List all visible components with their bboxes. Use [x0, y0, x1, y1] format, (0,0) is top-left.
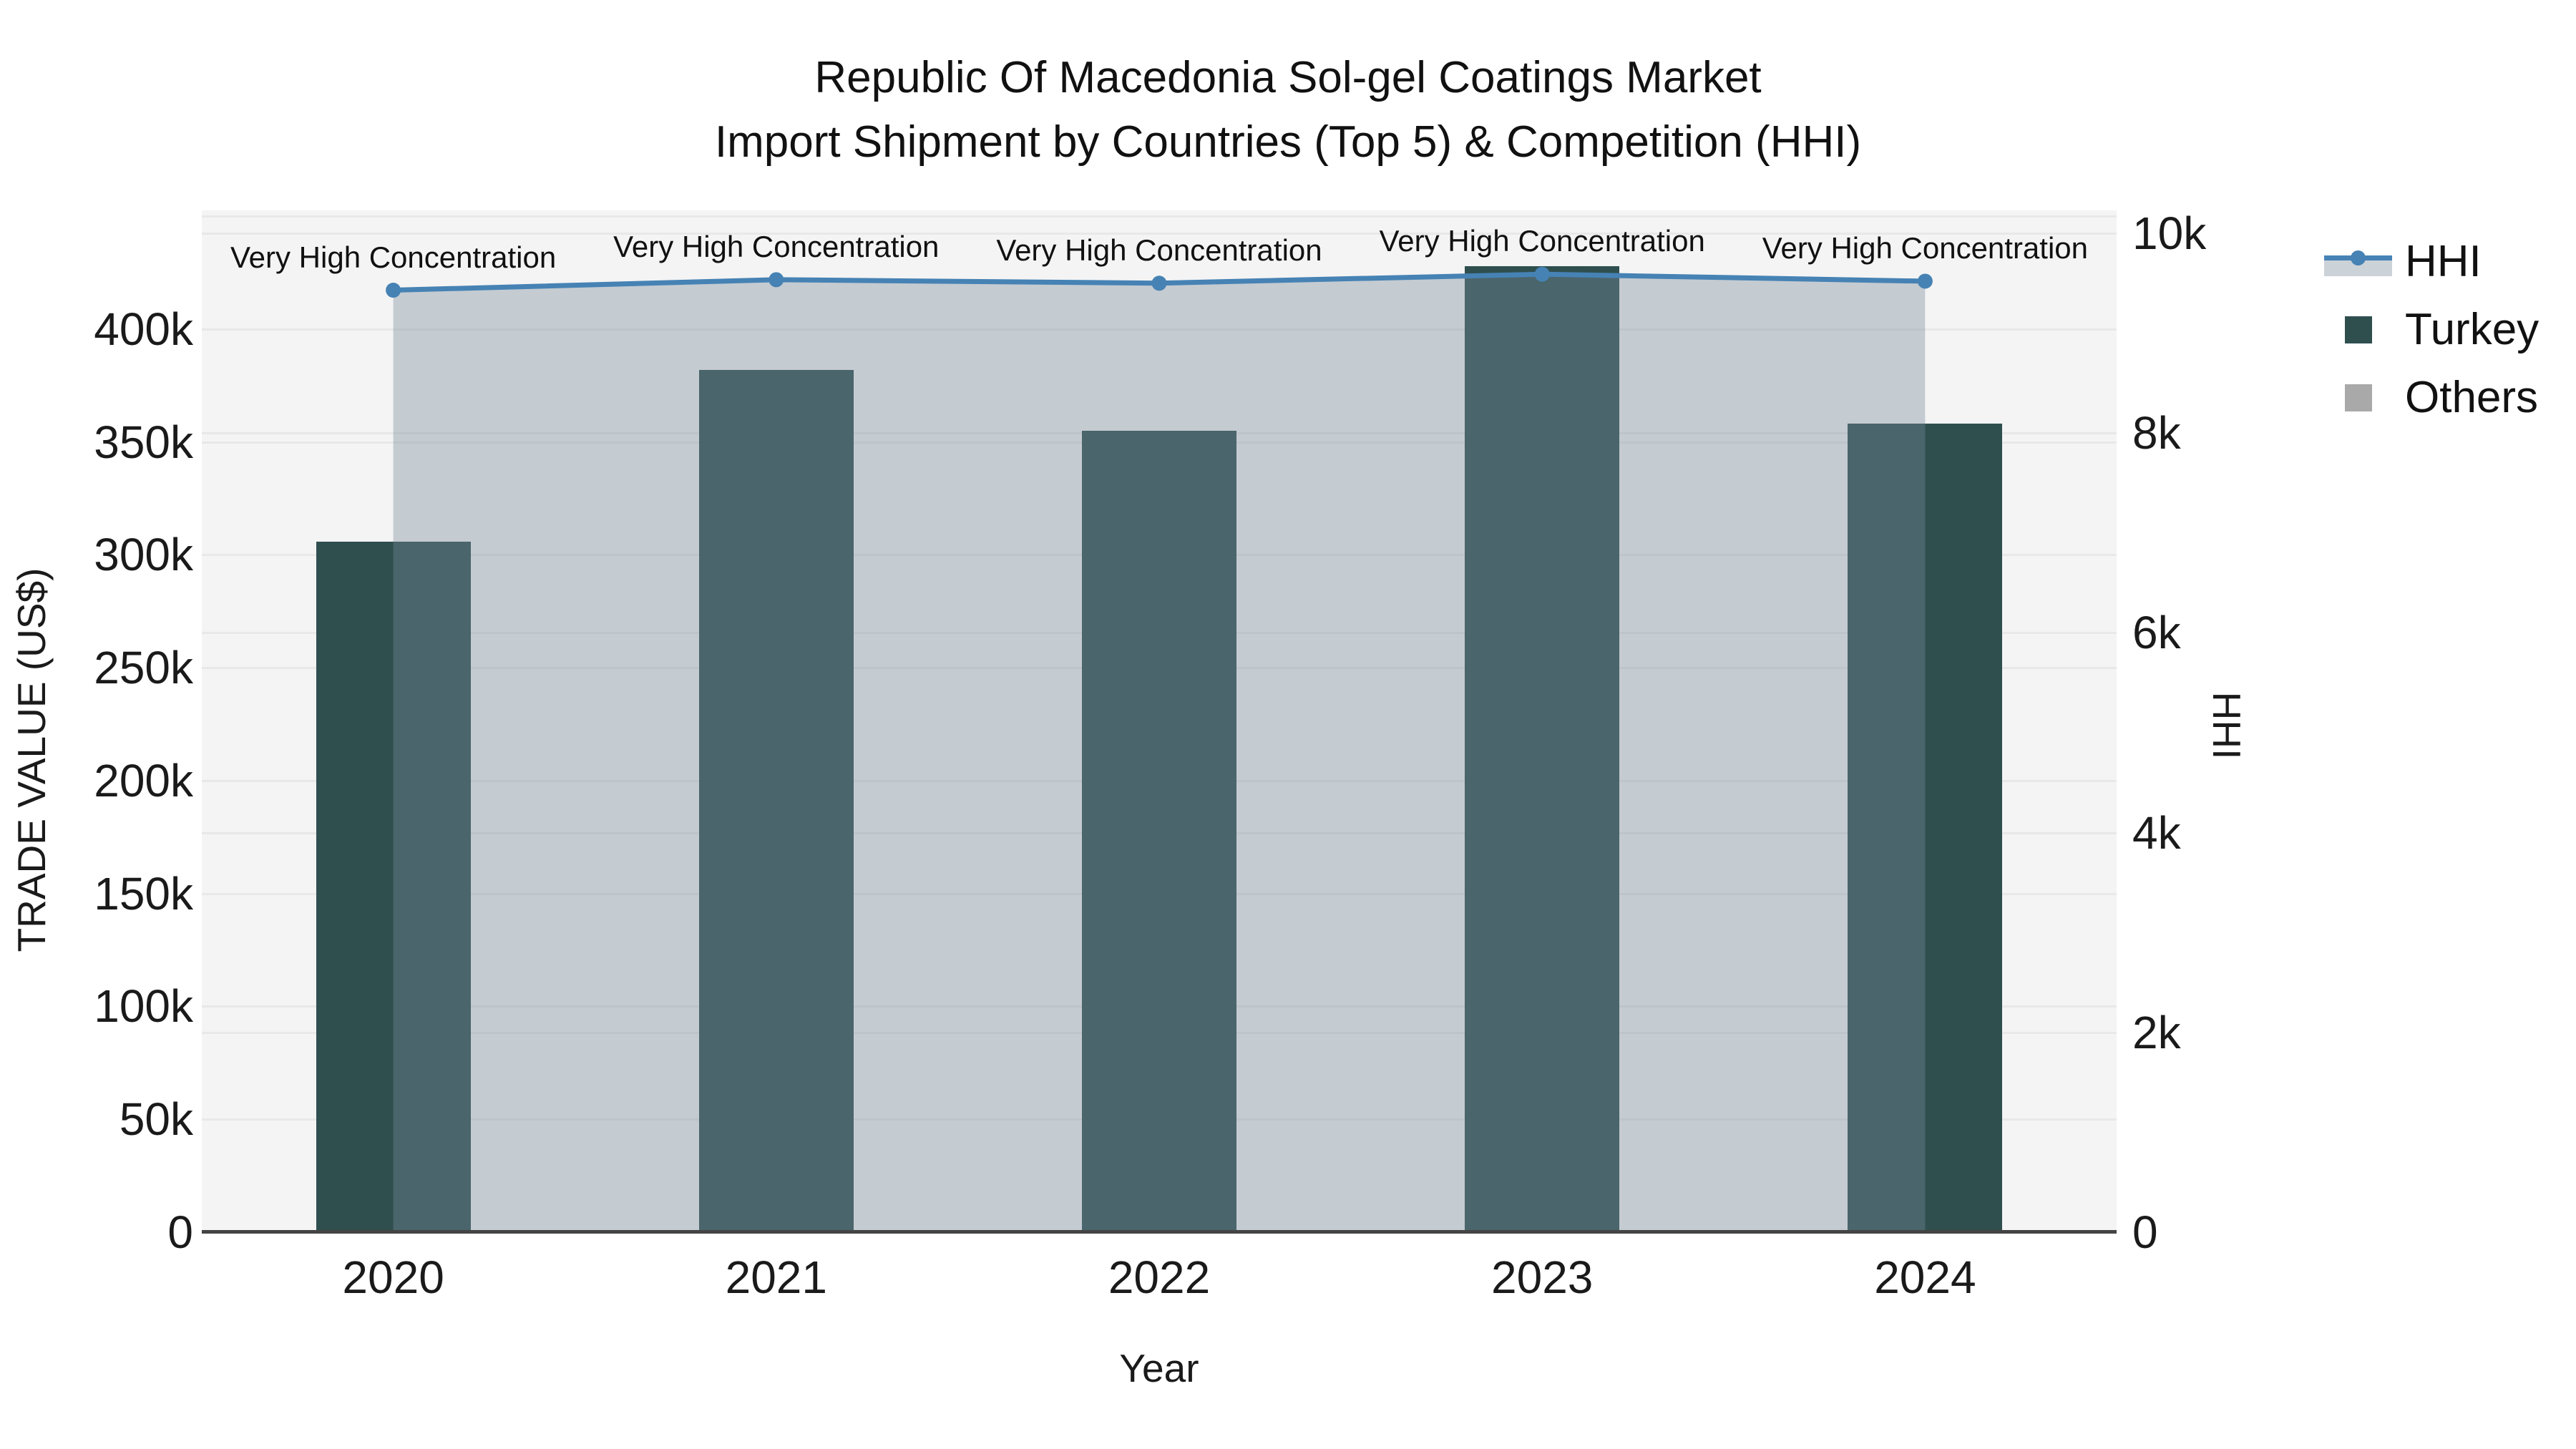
hhi-marker-2022[interactable]	[1151, 275, 1167, 291]
legend-item-hhi[interactable]: HHI	[2324, 228, 2539, 296]
annotation-2022: Very High Concentration	[996, 233, 1322, 267]
right-tick-10k: 10k	[2132, 207, 2207, 259]
hhi-line-marker-swatch-icon	[2324, 245, 2392, 278]
plot-area[interactable]: Very High Concentration Very High Concent…	[202, 210, 2117, 1233]
x-tick-2022: 2022	[1108, 1252, 1211, 1303]
annotation-2024: Very High Concentration	[1762, 230, 2089, 265]
left-tick-250k: 250k	[94, 642, 193, 694]
legend-item-others[interactable]: Others	[2324, 364, 2539, 431]
left-tick-100k: 100k	[94, 980, 193, 1033]
chart-title-line-2: Import Shipment by Countries (Top 5) & C…	[714, 117, 1862, 167]
right-tick-8k: 8k	[2132, 407, 2181, 459]
y-axis-title-right: HHI	[2205, 691, 2249, 760]
right-tick-2k: 2k	[2132, 1006, 2181, 1058]
bar-turkey-2022[interactable]	[1082, 430, 1236, 1232]
legend-label-others: Others	[2405, 373, 2539, 422]
left-tick-150k: 150k	[94, 867, 193, 919]
left-tick-350k: 350k	[94, 416, 193, 468]
chart-title-line-1: Republic Of Macedonia Sol-gel Coatings M…	[814, 53, 1762, 102]
bar-turkey-2021[interactable]	[698, 369, 854, 1232]
left-tick-200k: 200k	[94, 754, 193, 806]
bar-turkey-2020[interactable]	[316, 541, 471, 1232]
x-tick-2021: 2021	[725, 1252, 827, 1303]
others-swatch-icon	[2344, 384, 2372, 411]
right-gridline	[202, 232, 2117, 235]
x-tick-2020: 2020	[342, 1252, 444, 1303]
legend-item-turkey[interactable]: Turkey	[2324, 296, 2539, 364]
x-tick-2023: 2023	[1491, 1252, 1594, 1303]
turkey-swatch-icon	[2344, 316, 2372, 343]
left-gridline	[202, 215, 2117, 218]
bar-turkey-2023[interactable]	[1465, 265, 1620, 1232]
left-tick-400k: 400k	[94, 303, 193, 355]
y-axis-title-left: TRADE VALUE (US$)	[9, 567, 54, 952]
legend: HHI Turkey Others	[2324, 228, 2539, 431]
left-tick-0: 0	[167, 1206, 193, 1258]
hhi-area-fill	[393, 274, 1926, 1233]
x-tick-2024: 2024	[1874, 1252, 1976, 1303]
annotation-2021: Very High Concentration	[613, 229, 940, 263]
hhi-marker-2020[interactable]	[386, 283, 401, 298]
hhi-marker-2024[interactable]	[1917, 273, 1933, 289]
x-axis-title: Year	[1119, 1346, 1199, 1390]
right-tick-4k: 4k	[2132, 806, 2181, 859]
right-tick-6k: 6k	[2132, 607, 2181, 659]
left-tick-50k: 50k	[119, 1093, 193, 1146]
annotation-2023: Very High Concentration	[1379, 224, 1705, 258]
right-tick-0: 0	[2132, 1206, 2158, 1258]
x-axis-line	[202, 1230, 2117, 1234]
hhi-marker-2023[interactable]	[1534, 266, 1550, 282]
bar-turkey-2024[interactable]	[1848, 424, 2003, 1232]
left-tick-300k: 300k	[94, 529, 193, 581]
legend-label-turkey: Turkey	[2405, 305, 2540, 354]
annotation-2020: Very High Concentration	[230, 240, 557, 274]
legend-label-hhi: HHI	[2405, 237, 2482, 286]
chart-title: Republic Of Macedonia Sol-gel Coatings M…	[0, 46, 2576, 175]
hhi-marker-2021[interactable]	[769, 272, 784, 288]
left-gridline	[202, 328, 2117, 331]
hhi-series-overlay	[386, 266, 1933, 1233]
